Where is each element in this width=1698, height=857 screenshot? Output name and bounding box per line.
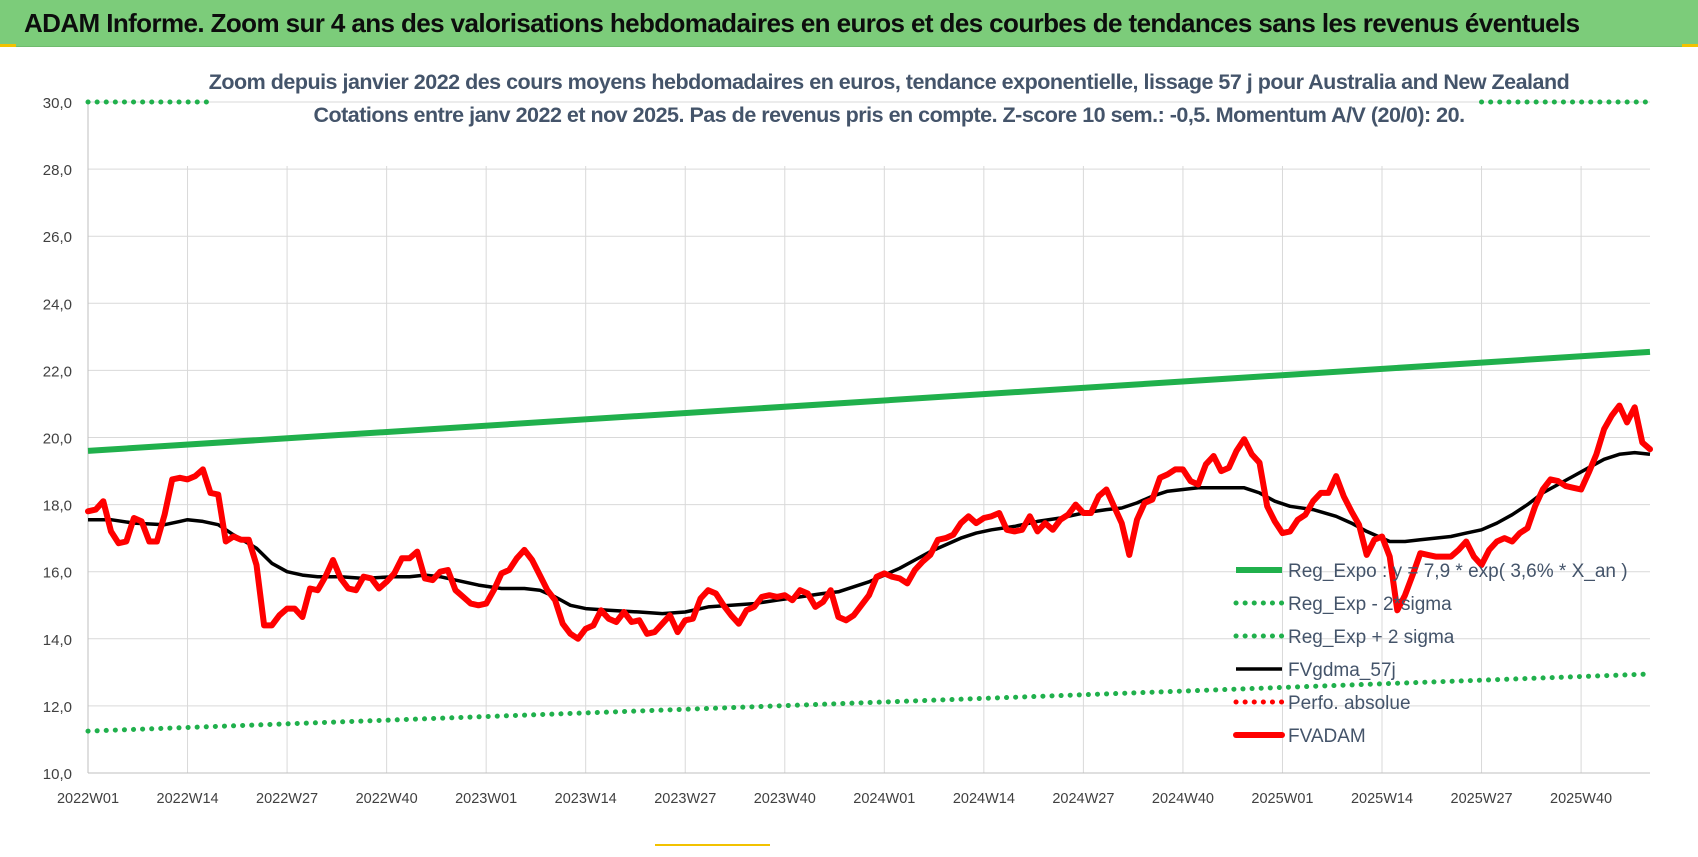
- legend-entry: FVgdma_57j: [1288, 660, 1396, 681]
- series-reg-expo-y-7-9-exp-3-6-x-an: [87, 348, 1651, 454]
- legend-entry: Reg_Exp - 2*sigma: [1288, 594, 1452, 615]
- x-tick-label: 2022W01: [57, 791, 119, 807]
- x-tick-label: 2024W14: [953, 791, 1015, 807]
- x-tick-label: 2023W27: [654, 791, 716, 807]
- x-tick-label: 2023W01: [455, 791, 517, 807]
- x-tick-label: 2025W40: [1550, 791, 1612, 807]
- x-tick-label: 2022W40: [356, 791, 418, 807]
- y-tick-label: 18,0: [43, 498, 72, 515]
- page-title: ADAM Informe. Zoom sur 4 ans des valoris…: [24, 8, 1580, 38]
- chart-title-line2: Cotations entre janv 2022 et nov 2025. P…: [313, 103, 1465, 127]
- y-tick-label: 26,0: [43, 229, 72, 246]
- series-fvgdma-57j: [88, 450, 1651, 616]
- y-tick-label: 22,0: [43, 363, 72, 380]
- x-tick-label: 2024W40: [1152, 791, 1214, 807]
- y-tick-label: 28,0: [43, 162, 72, 179]
- y-tick-label: 10,0: [43, 766, 72, 783]
- x-tick-label: 2024W27: [1052, 791, 1114, 807]
- y-tick-label: 14,0: [43, 632, 72, 649]
- y-tick-label: 16,0: [43, 565, 72, 582]
- corner-mark-bottom: [655, 844, 770, 846]
- y-tick-label: 12,0: [43, 699, 72, 716]
- x-tick-label: 2025W27: [1451, 791, 1513, 807]
- x-tick-label: 2023W14: [555, 791, 617, 807]
- x-tick-label: 2022W14: [157, 791, 219, 807]
- x-tick-label: 2025W01: [1251, 791, 1313, 807]
- x-tick-label: 2024W01: [853, 791, 915, 807]
- legend-entry: Reg_Expo : y = 7,9 * exp( 3,6% * X_an ): [1288, 561, 1628, 582]
- corner-mark-right: [1682, 44, 1698, 47]
- corner-mark-left: [0, 44, 16, 47]
- x-tick-label: 2025W14: [1351, 791, 1413, 807]
- series-fvadam: [85, 402, 1653, 642]
- title-banner: ADAM Informe. Zoom sur 4 ans des valoris…: [0, 0, 1698, 47]
- chart-title-line1: Zoom depuis janvier 2022 des cours moyen…: [208, 70, 1570, 94]
- x-tick-label: 2022W27: [256, 791, 318, 807]
- legend-entry: Reg_Exp + 2 sigma: [1288, 627, 1455, 648]
- y-tick-label: 24,0: [43, 296, 72, 313]
- y-tick-label: 30,0: [43, 95, 72, 112]
- x-tick-label: 2023W40: [754, 791, 816, 807]
- legend-entry: FVADAM: [1288, 726, 1366, 747]
- y-tick-label: 20,0: [43, 431, 72, 448]
- legend-entry: Perfo. absolue: [1288, 693, 1411, 714]
- series-reg-exp-2-sigma: [85, 671, 1653, 734]
